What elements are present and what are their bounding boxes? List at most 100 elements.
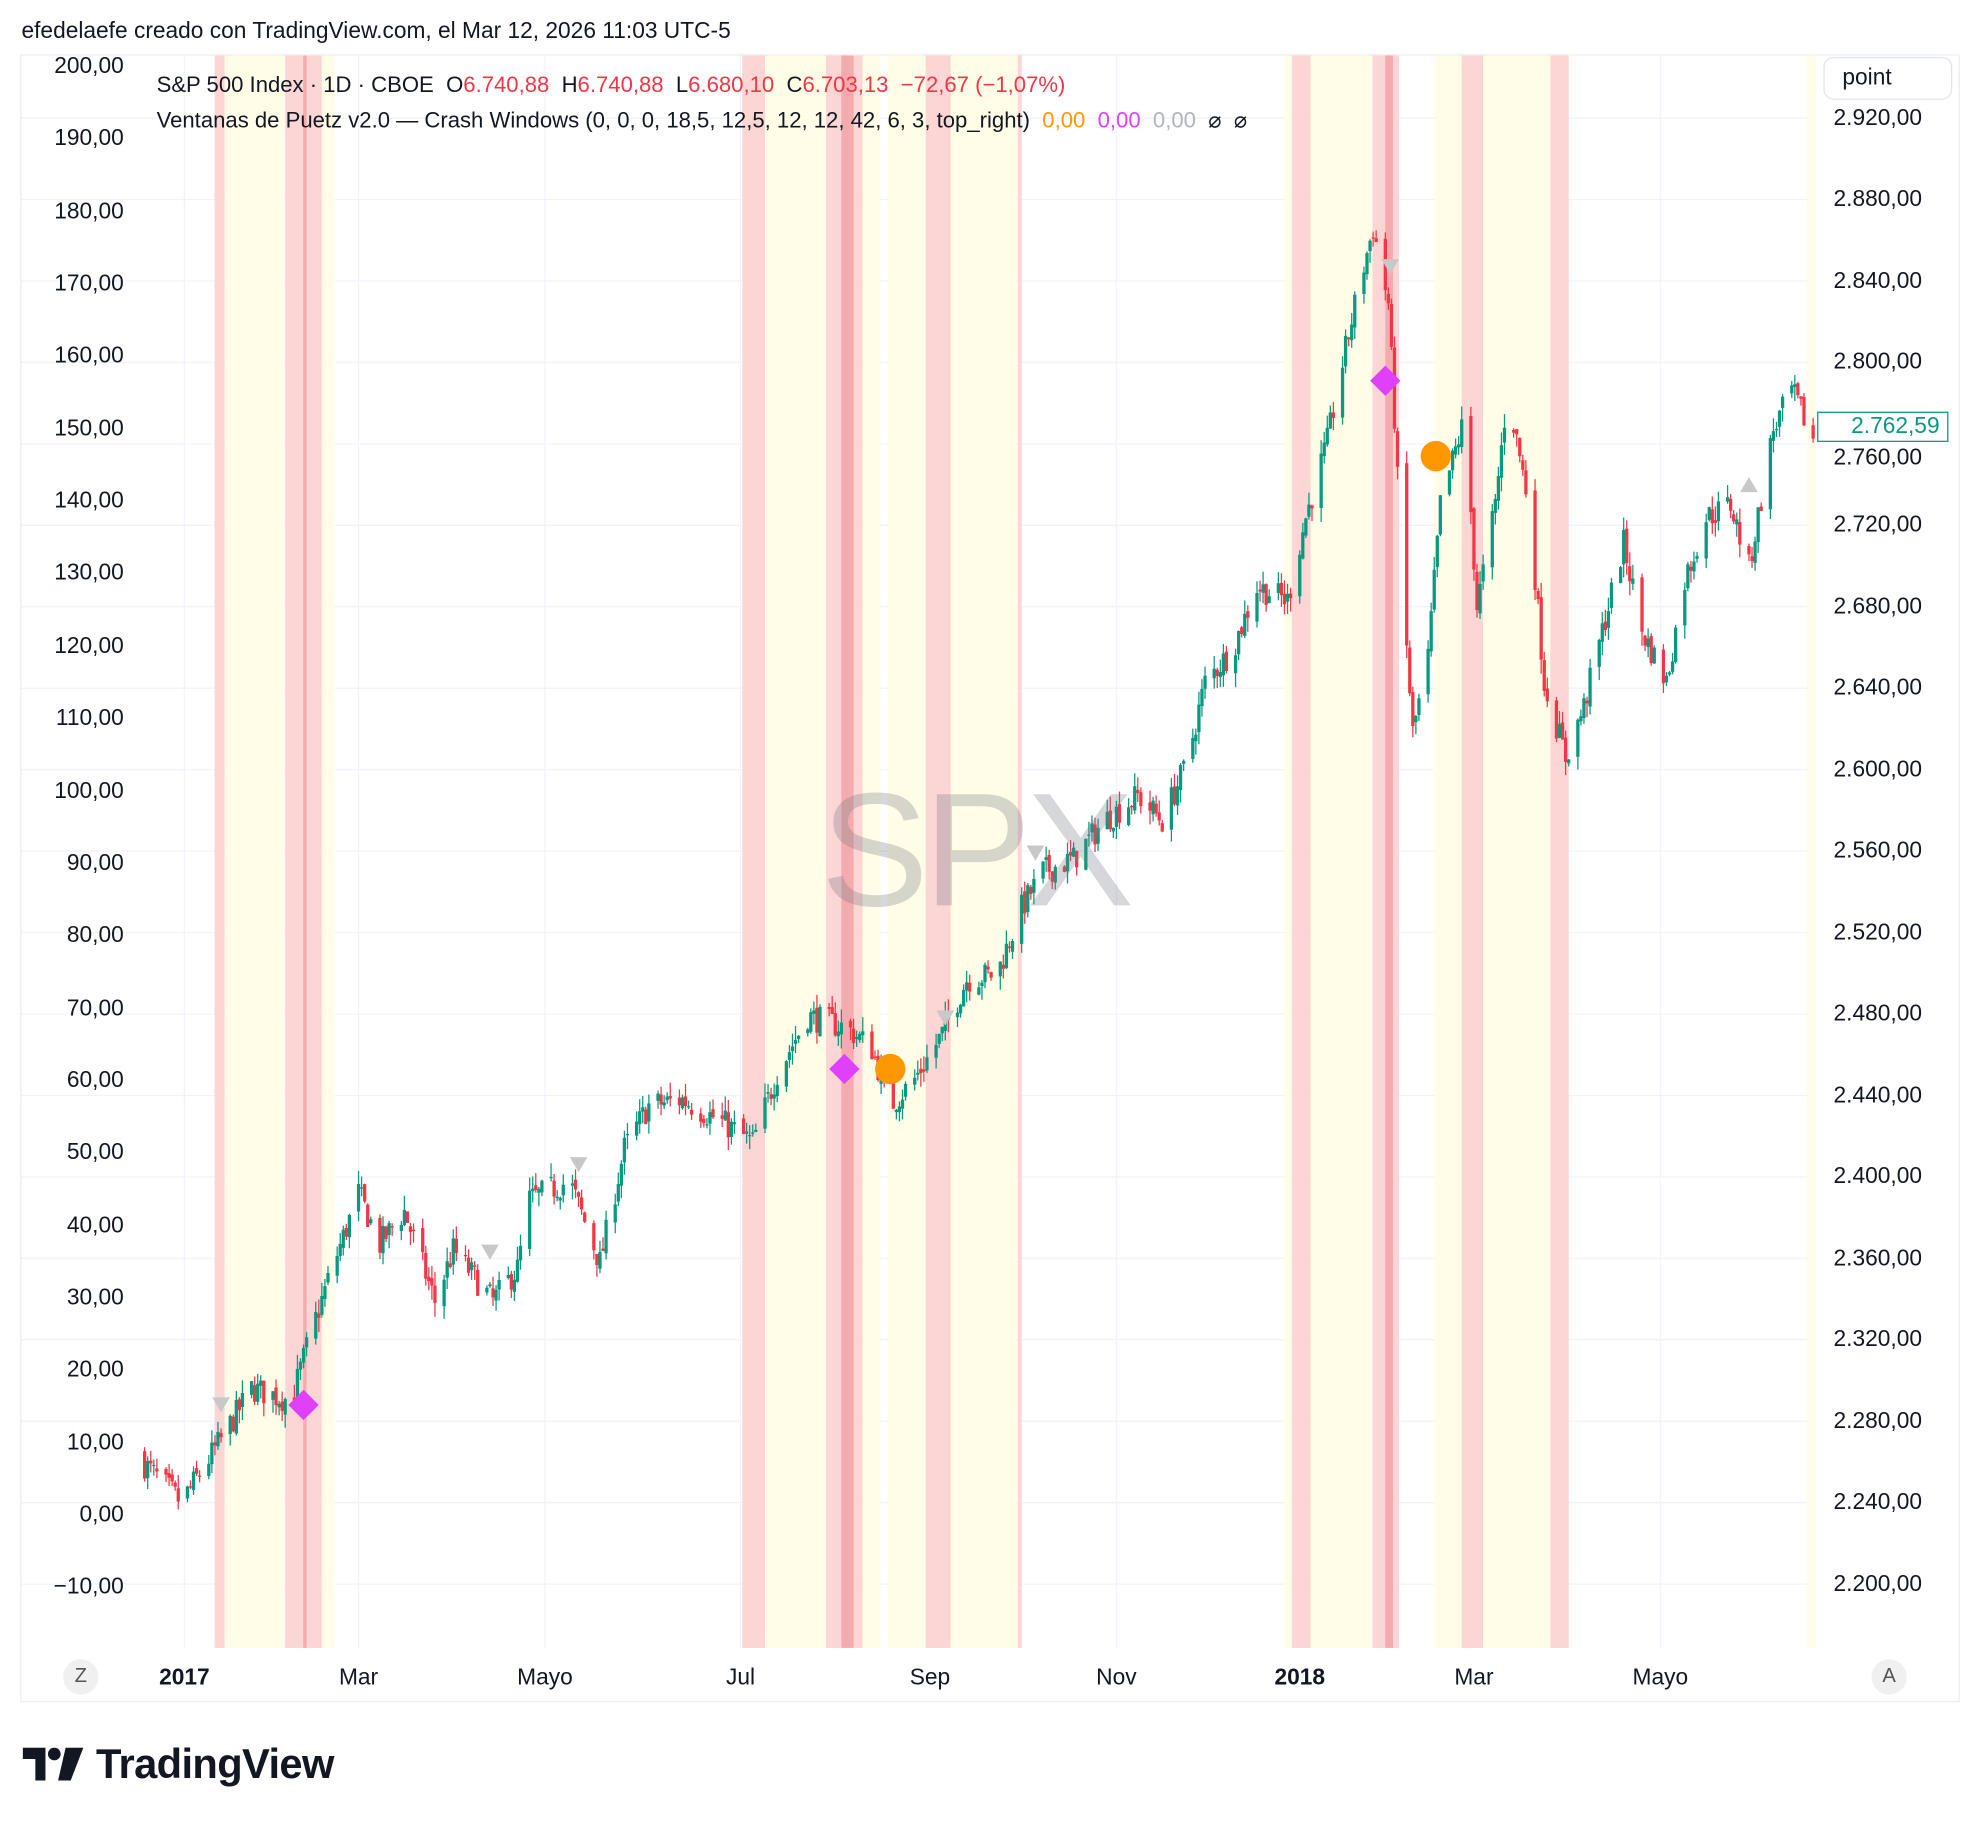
crash-window-dark (1385, 55, 1393, 1648)
candle-down (720, 1115, 724, 1119)
candle-up (537, 1188, 541, 1193)
candle-up (1322, 442, 1326, 457)
right-axis-tick: 2.400,00 (1833, 1163, 1923, 1189)
candle-down (1545, 688, 1549, 702)
candle-up (1114, 806, 1119, 827)
candle-up (1111, 827, 1115, 832)
candle-up (1618, 567, 1623, 584)
candle-up (1597, 639, 1601, 667)
scale-mode-button[interactable]: point (1823, 56, 1953, 100)
crash-window-pink (1017, 55, 1022, 1648)
candle-up (1053, 866, 1057, 883)
candle-up (855, 1036, 859, 1040)
candle-down (1533, 490, 1537, 590)
candle-up (796, 1035, 801, 1039)
candle-down (1649, 636, 1653, 664)
candle-down (433, 1285, 437, 1303)
candle-up (686, 1106, 691, 1108)
candle-up (894, 1109, 899, 1113)
candle-up (1307, 504, 1311, 517)
candle-down (378, 1217, 382, 1253)
candle-down (1759, 506, 1763, 511)
candle-down (1640, 577, 1644, 632)
right-axis-tick: 2.640,00 (1833, 674, 1923, 700)
legend-open-label: O (446, 71, 464, 98)
signal-triangle-down (1381, 259, 1400, 275)
candle-down (509, 1274, 513, 1290)
right-axis-tick: 2.240,00 (1833, 1488, 1923, 1515)
candle-up (1567, 759, 1571, 764)
candle-down (1148, 802, 1152, 811)
crash-window-yellow (1310, 55, 1373, 1648)
candle-up (1622, 529, 1626, 565)
candle-up (1790, 385, 1794, 394)
crash-window-yellow (1434, 55, 1462, 1648)
candle-up (1774, 429, 1779, 431)
candle-down (534, 1185, 538, 1190)
candle-up (766, 1092, 770, 1094)
symbol-legend[interactable]: S&P 500 Index · 1D · CBOE O6.740,88 H6.7… (157, 72, 1066, 99)
candle-down (1750, 556, 1754, 562)
candle-up (1735, 519, 1739, 525)
indicator-legend[interactable]: Ventanas de Puetz v2.0 — Crash Windows (… (157, 107, 1248, 134)
candle-down (1224, 651, 1229, 672)
right-axis-tick: 2.760,00 (1833, 444, 1923, 470)
candle-down (1310, 505, 1314, 509)
indicator-value-2: 0,00 (1097, 107, 1141, 133)
candle-up (619, 1163, 623, 1186)
crash-window-pink (1291, 55, 1311, 1648)
candle-up (1340, 367, 1345, 418)
candle-up (283, 1399, 287, 1415)
candle-up (531, 1188, 535, 1192)
tradingview-logo[interactable]: TradingView (22, 1740, 334, 1788)
candle-up (604, 1219, 608, 1254)
candle-up (1233, 655, 1238, 674)
candle-down (1331, 412, 1336, 418)
candle-up (1753, 541, 1757, 563)
candle-down (870, 1031, 874, 1060)
candle-down (601, 1248, 605, 1251)
candle-down (1108, 810, 1112, 830)
candle-down (1732, 514, 1736, 522)
candle-up (775, 1084, 779, 1097)
left-axis-tick: 160,00 (54, 342, 124, 368)
candle-up (897, 1106, 902, 1113)
candle-down (1628, 566, 1632, 582)
candle-down (1518, 437, 1522, 457)
candle-up (240, 1392, 245, 1408)
candle-up (784, 1061, 789, 1087)
candle-up (320, 1295, 324, 1315)
signal-circle (1420, 440, 1451, 472)
right-axis-tick: 2.320,00 (1833, 1325, 1923, 1352)
candle-down (405, 1211, 410, 1223)
candle-up (634, 1121, 639, 1136)
candle-up (647, 1103, 651, 1122)
candle-down (1157, 812, 1161, 821)
candle-up (812, 1010, 816, 1014)
candle-up (754, 1129, 758, 1132)
candle-up (570, 1183, 575, 1186)
crash-window-yellow (764, 55, 827, 1648)
candle-down (989, 971, 993, 978)
candle-down (1374, 238, 1378, 243)
candle-up (1793, 384, 1797, 387)
candle-up (861, 1031, 865, 1036)
candle-down (1539, 597, 1543, 660)
candle-up (1670, 661, 1675, 672)
zoom-button[interactable]: Z (63, 1659, 99, 1695)
candle-up (1044, 857, 1048, 861)
candle-up (249, 1381, 254, 1395)
auto-scale-button[interactable]: A (1871, 1659, 1907, 1695)
candle-down (390, 1226, 394, 1228)
candle-up (295, 1368, 300, 1398)
signal-triangle-up (1740, 477, 1758, 493)
crash-window-pink (214, 55, 225, 1648)
candle-down (1023, 891, 1027, 914)
candle-up (1582, 698, 1586, 718)
candle-up (705, 1124, 709, 1126)
signal-circle (875, 1053, 906, 1085)
candle-up (1490, 511, 1494, 568)
candle-down (1625, 528, 1629, 564)
indicator-value-4: ⌀ (1208, 107, 1222, 133)
